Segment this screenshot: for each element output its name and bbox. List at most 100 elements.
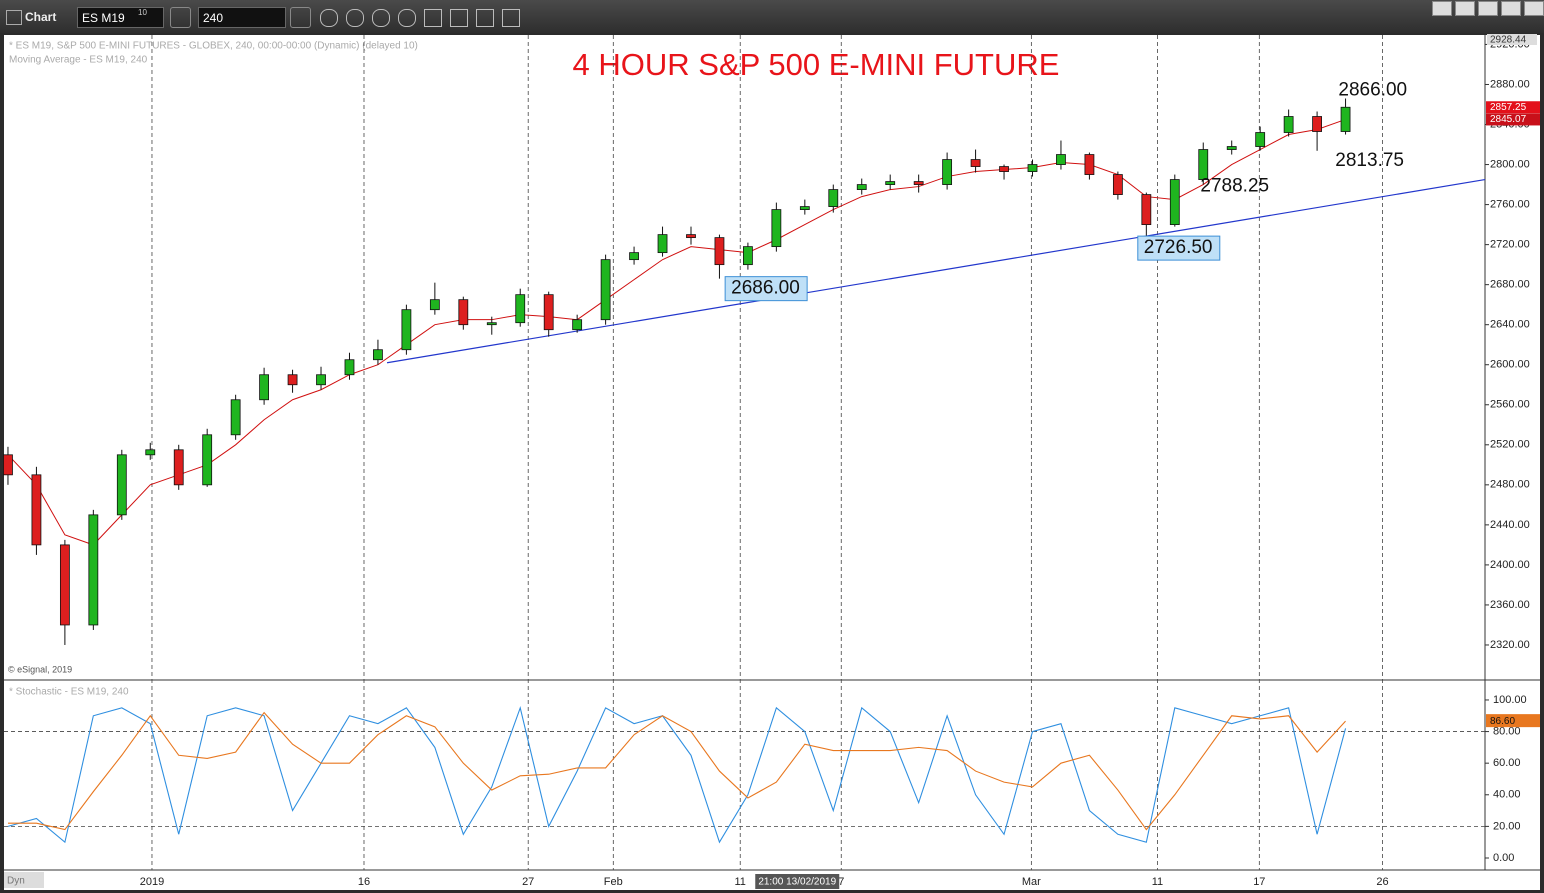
candle-body	[230, 399, 241, 436]
candle-body	[429, 299, 440, 311]
tool[interactable]	[424, 9, 442, 27]
stochastic-line	[7, 711, 1346, 831]
candle-body	[1312, 116, 1322, 132]
y-tick-label: 2760.00	[1490, 198, 1530, 210]
candle-body	[1141, 194, 1152, 226]
x-tick-label: 11	[735, 876, 746, 888]
candle-body	[344, 359, 355, 376]
annotation: 2813.75	[1335, 150, 1404, 171]
x-tick-label: 27	[522, 876, 534, 888]
copyright: © eSignal, 2019	[8, 664, 72, 674]
tool[interactable]	[450, 9, 468, 27]
window-label: Chart	[25, 10, 57, 24]
crosshair-label: 21:00 13/02/2019	[758, 877, 836, 888]
candle-body	[287, 374, 298, 386]
toolbar: Chart ES M19 10 240	[0, 0, 1544, 33]
y-tick-label: 2600.00	[1490, 359, 1530, 371]
x-tick-label: 11	[1152, 876, 1163, 888]
candle-body	[31, 474, 42, 546]
y-tick-label: 2800.00	[1490, 158, 1530, 170]
symbol-box[interactable]: ES M19 10	[77, 7, 164, 28]
tool[interactable]	[398, 9, 416, 27]
candle-body	[999, 166, 1009, 172]
candle-body	[458, 299, 469, 326]
value-tag	[1486, 714, 1540, 728]
candle-body	[1084, 154, 1095, 175]
candle-body	[1198, 149, 1209, 180]
x-tick-label: 26	[1376, 876, 1388, 888]
interval-box[interactable]: 240	[198, 7, 286, 28]
annotation-box	[1137, 235, 1221, 261]
candle-body	[942, 159, 953, 185]
axis-tag	[1487, 34, 1537, 45]
symbol: ES M19	[82, 11, 125, 25]
interval: 240	[203, 11, 224, 25]
candle-body	[885, 181, 896, 185]
stochastic-line	[7, 705, 1347, 844]
tool[interactable]	[372, 9, 390, 27]
candle-body	[543, 294, 554, 331]
candle-body	[3, 454, 13, 476]
trendline	[386, 178, 1486, 364]
x-tick-label: 7	[838, 876, 844, 888]
tool[interactable]	[476, 9, 494, 27]
candle-body	[145, 449, 156, 456]
tool[interactable]	[502, 9, 520, 27]
x-tick-label: 2019	[140, 876, 164, 888]
corner-label: Dyn	[7, 876, 25, 887]
y-tick-label: 2320.00	[1490, 639, 1530, 651]
x-tick-label: 16	[358, 876, 370, 888]
y-tick-label: 40.00	[1493, 789, 1521, 801]
candle-body	[173, 449, 184, 486]
y-tick-label: 2680.00	[1490, 279, 1530, 291]
window-button[interactable]	[1524, 1, 1544, 16]
y-tick-label: 2480.00	[1490, 479, 1530, 491]
candle-body	[116, 454, 127, 516]
tool[interactable]	[320, 9, 338, 27]
axis-max-label: 2928.44	[1490, 35, 1527, 46]
window-buttons	[1432, 1, 1544, 21]
y-tick-label: 60.00	[1493, 757, 1521, 769]
annotation: 2866.00	[1338, 80, 1407, 101]
clock-button[interactable]	[290, 7, 311, 28]
y-tick-label: 2560.00	[1490, 399, 1530, 411]
chart-background	[4, 35, 1540, 890]
annotation: 2686.00	[731, 278, 800, 299]
annotation: 2726.50	[1144, 237, 1213, 258]
window-button[interactable]	[1432, 1, 1452, 16]
x-tick-label: Mar	[1022, 876, 1041, 888]
y-tick-label: 2360.00	[1490, 599, 1530, 611]
candle-body	[1340, 106, 1351, 132]
candle-body	[1226, 146, 1237, 150]
y-tick-label: 20.00	[1493, 820, 1521, 832]
annotation-box	[724, 276, 808, 302]
corner-box	[4, 872, 44, 888]
y-tick-label: 80.00	[1493, 725, 1521, 737]
candle-body	[88, 514, 99, 626]
candle-body	[373, 349, 383, 361]
price-tag	[1486, 113, 1540, 126]
y-tick-label: 2520.00	[1490, 439, 1530, 451]
window-button[interactable]	[1501, 1, 1521, 16]
y-tick-label: 100.00	[1493, 694, 1527, 706]
window-button[interactable]	[1455, 1, 1475, 16]
price-tag-label: 2857.25	[1490, 102, 1527, 113]
window-button[interactable]	[1478, 1, 1498, 16]
chart-icon	[6, 10, 22, 25]
candle-body	[657, 234, 668, 254]
chart: * ES M19, S&P 500 E-MINI FUTURES - GLOBE…	[3, 34, 1540, 890]
candle-body	[856, 184, 867, 190]
candle-body	[316, 374, 326, 386]
candle-body	[202, 434, 213, 486]
candle-body	[686, 234, 696, 239]
tool[interactable]	[346, 9, 364, 27]
candle-body	[1255, 132, 1266, 147]
chart-title: 4 HOUR S&P 500 E-MINI FUTURE	[573, 47, 1060, 82]
candle-body	[1027, 164, 1038, 172]
settings-button[interactable]	[170, 7, 191, 28]
y-tick-label: 0.00	[1493, 852, 1514, 864]
x-tick-label: 17	[1253, 876, 1265, 888]
y-tick-label: 2400.00	[1490, 559, 1530, 571]
candle-body	[572, 319, 583, 331]
candle-body	[629, 252, 639, 261]
